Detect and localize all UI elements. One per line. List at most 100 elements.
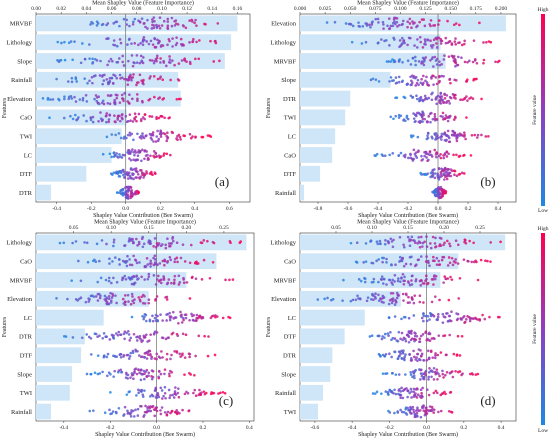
swarm-point <box>154 298 157 302</box>
swarm-point <box>414 63 417 67</box>
swarm-point <box>181 243 185 246</box>
swarm-point <box>383 354 387 358</box>
swarm-point <box>70 76 74 80</box>
swarm-point <box>433 191 436 194</box>
swarm-point <box>221 316 225 320</box>
swarm-point <box>166 137 169 140</box>
swarm-point <box>416 78 420 82</box>
swarm-point <box>177 97 181 101</box>
importance-bar <box>300 347 333 364</box>
swarm-point <box>49 98 52 101</box>
swarm-point <box>409 373 413 376</box>
swarm-point <box>150 59 154 62</box>
swarm-point <box>418 337 422 341</box>
swarm-point <box>104 335 108 339</box>
bottom-tick-label: 0.2 <box>460 425 467 431</box>
swarm-point <box>408 22 412 25</box>
swarm-point <box>388 298 392 302</box>
swarm-point <box>407 36 411 40</box>
swarm-point <box>388 153 392 157</box>
swarm-point <box>441 98 444 102</box>
swarm-point <box>159 386 163 390</box>
swarm-point <box>389 330 392 334</box>
swarm-point <box>81 96 85 100</box>
swarm-point <box>182 276 185 280</box>
swarm-point <box>101 99 105 103</box>
swarm-point <box>119 136 123 140</box>
swarm-point <box>363 277 367 281</box>
swarm-point <box>464 241 468 245</box>
swarm-point <box>391 24 395 28</box>
importance-bar <box>36 347 82 364</box>
swarm-point <box>427 349 430 353</box>
swarm-point <box>137 43 140 47</box>
swarm-point <box>394 82 398 85</box>
swarm-point <box>425 75 428 79</box>
swarm-point <box>458 370 462 373</box>
swarm-point <box>188 297 192 300</box>
swarm-point <box>404 353 407 356</box>
swarm-point <box>108 408 111 412</box>
swarm-point <box>454 369 457 373</box>
swarm-point <box>440 132 444 136</box>
swarm-point <box>106 22 110 25</box>
top-tick-label: 0.25 <box>219 225 229 231</box>
swarm-point <box>435 391 439 395</box>
swarm-point <box>153 316 157 320</box>
swarm-point <box>393 337 397 340</box>
swarm-point <box>380 275 384 278</box>
swarm-point <box>142 78 145 82</box>
bottom-axis-title: Shapley Value Contribution (Bee Swarm) <box>93 212 193 219</box>
swarm-point <box>85 241 89 245</box>
swarm-point <box>151 131 155 134</box>
swarm-point <box>406 25 409 29</box>
swarm-point <box>129 177 133 180</box>
swarm-point <box>137 242 141 246</box>
bottom-tick-label: 0.2 <box>200 425 207 431</box>
swarm-point <box>148 406 152 410</box>
swarm-point <box>359 279 363 283</box>
swarm-point <box>444 190 448 193</box>
swarm-point <box>394 76 398 79</box>
swarm-point <box>63 95 66 98</box>
swarm-point <box>153 389 157 392</box>
swarm-point <box>117 174 121 178</box>
top-axis-title: Mean Shapley Value (Feature Importance) <box>92 0 194 7</box>
swarm-point <box>163 372 166 376</box>
swarm-point <box>451 92 455 96</box>
swarm-point <box>183 392 187 396</box>
swarm-point <box>443 275 447 278</box>
swarm-point <box>355 241 359 245</box>
feature-label: LC <box>288 315 296 322</box>
swarm-point <box>440 258 444 262</box>
swarm-point <box>423 117 427 121</box>
swarm-point <box>105 355 109 359</box>
swarm-point <box>459 98 462 102</box>
swarm-point <box>144 154 148 157</box>
swarm-point <box>182 318 185 322</box>
swarm-point <box>127 59 130 63</box>
swarm-point <box>448 116 451 119</box>
swarm-point <box>159 61 162 64</box>
swarm-point <box>149 409 153 413</box>
swarm-point <box>120 191 124 195</box>
swarm-point <box>426 281 430 285</box>
swarm-point <box>112 73 115 77</box>
swarm-point <box>107 118 111 121</box>
swarm-point <box>482 61 485 65</box>
swarm-point <box>446 19 449 23</box>
swarm-point <box>80 336 84 340</box>
swarm-point <box>420 77 423 81</box>
swarm-point <box>175 137 178 140</box>
swarm-point <box>419 95 423 99</box>
swarm-point <box>135 170 138 173</box>
swarm-point <box>177 274 181 278</box>
swarm-point <box>154 258 157 261</box>
swarm-point <box>91 81 94 85</box>
swarm-point <box>130 409 133 412</box>
importance-bar <box>300 290 401 307</box>
swarm-point <box>395 96 399 99</box>
swarm-point <box>150 357 153 360</box>
swarm-point <box>414 264 417 268</box>
